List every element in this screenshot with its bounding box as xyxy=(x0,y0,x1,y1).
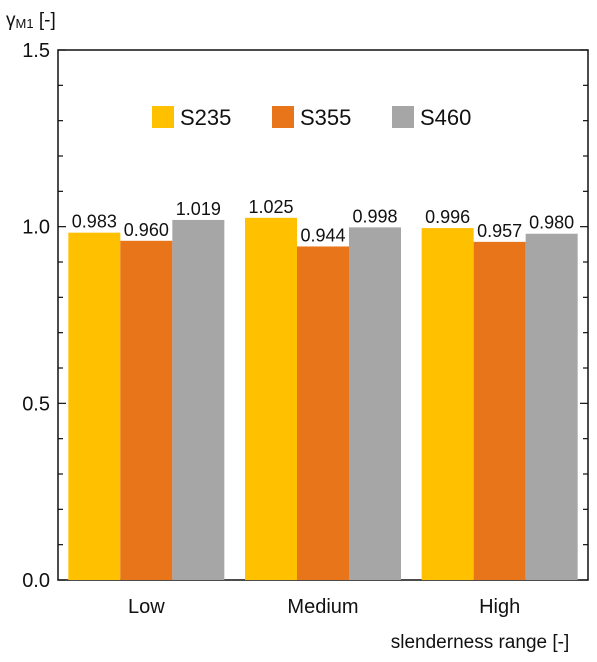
data-label: 0.944 xyxy=(300,225,345,245)
y-axis: 0.0 0.5 1.0 1.5 xyxy=(22,40,588,592)
legend-label: S235 xyxy=(180,105,231,130)
x-tick-label: High xyxy=(479,596,520,618)
bar-s235-low xyxy=(68,232,121,580)
data-label: 0.980 xyxy=(529,213,574,233)
legend-label: S460 xyxy=(420,105,471,130)
bar-s355-low xyxy=(120,240,173,581)
x-axis-title: slenderness range [-] xyxy=(391,632,570,653)
bar-s355-high xyxy=(473,241,526,581)
y-axis-title: γM1 [-] xyxy=(6,10,56,31)
bar-s460-high xyxy=(525,233,578,580)
legend-label: S355 xyxy=(300,105,351,130)
y-axis-title-unit: [-] xyxy=(34,10,56,31)
data-label: 0.957 xyxy=(477,221,522,241)
y-tick-label: 0.5 xyxy=(22,393,50,415)
data-label: 0.960 xyxy=(124,220,169,240)
data-label: 0.998 xyxy=(352,206,397,226)
y-tick-label: 1.0 xyxy=(22,217,50,239)
x-axis: Low Medium High xyxy=(128,596,520,618)
bars-group xyxy=(68,217,578,581)
y-tick-label: 1.5 xyxy=(22,40,50,62)
x-tick-label: Low xyxy=(128,596,165,618)
data-label: 1.019 xyxy=(176,199,221,219)
legend-swatch-s355 xyxy=(272,106,294,128)
data-label: 0.983 xyxy=(72,212,117,232)
bar-s460-low xyxy=(172,219,225,580)
bar-s355-medium xyxy=(297,246,349,580)
legend: S235 S355 S460 xyxy=(152,105,471,130)
bar-s235-medium xyxy=(245,217,297,581)
legend-swatch-s460 xyxy=(392,106,414,128)
y-axis-title-symbol: γ xyxy=(6,10,16,31)
bar-s460-medium xyxy=(349,227,401,580)
y-tick-label: 0.0 xyxy=(22,570,50,592)
y-axis-title-subscript: M1 xyxy=(16,16,34,31)
data-labels: 0.983 0.960 1.019 1.025 0.944 0.998 0.996 0.957… xyxy=(72,197,574,246)
legend-swatch-s235 xyxy=(152,106,174,128)
bar-s235-high xyxy=(421,228,474,580)
x-tick-label: Medium xyxy=(287,596,358,618)
data-label: 0.996 xyxy=(425,207,470,227)
data-label: 1.025 xyxy=(248,197,293,217)
